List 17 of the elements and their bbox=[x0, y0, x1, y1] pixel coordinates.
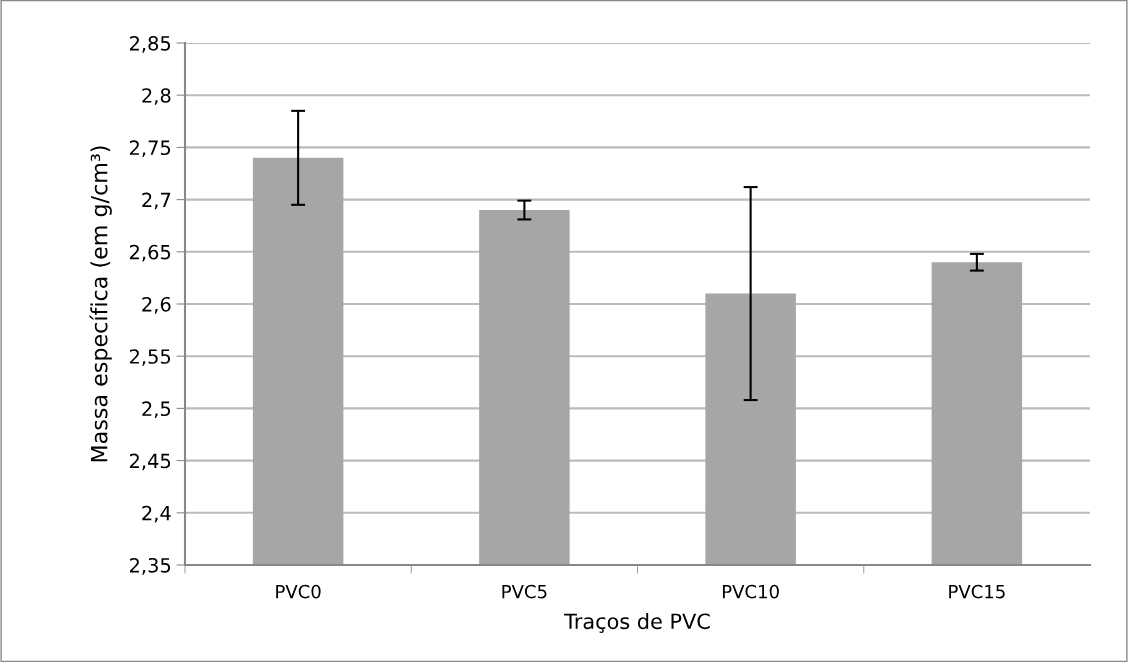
y-tick-label: 2,75 bbox=[129, 140, 171, 158]
x-axis-title: Traços de PVC bbox=[564, 613, 710, 633]
y-tick-label: 2,5 bbox=[142, 401, 171, 419]
y-tick-label: 2,7 bbox=[142, 192, 171, 210]
y-axis-title: Massa específica (em g/cm³) bbox=[89, 146, 112, 462]
y-tick-label: 2,45 bbox=[129, 453, 171, 471]
y-tick-label: 2,85 bbox=[129, 35, 171, 53]
y-tick-label: 2,4 bbox=[142, 505, 171, 523]
y-tick-label: 2,6 bbox=[142, 296, 171, 314]
y-tick-label: 2,35 bbox=[129, 557, 171, 575]
x-tick-label: PVC5 bbox=[502, 584, 547, 599]
y-tick-label: 2,65 bbox=[129, 244, 171, 262]
x-tick-label: PVC0 bbox=[276, 584, 321, 599]
y-tick-label: 2,55 bbox=[129, 349, 171, 366]
x-tick-label: PVC10 bbox=[722, 584, 779, 599]
y-tick-label: 2,8 bbox=[142, 88, 171, 105]
x-tick-label: PVC15 bbox=[949, 584, 1005, 599]
